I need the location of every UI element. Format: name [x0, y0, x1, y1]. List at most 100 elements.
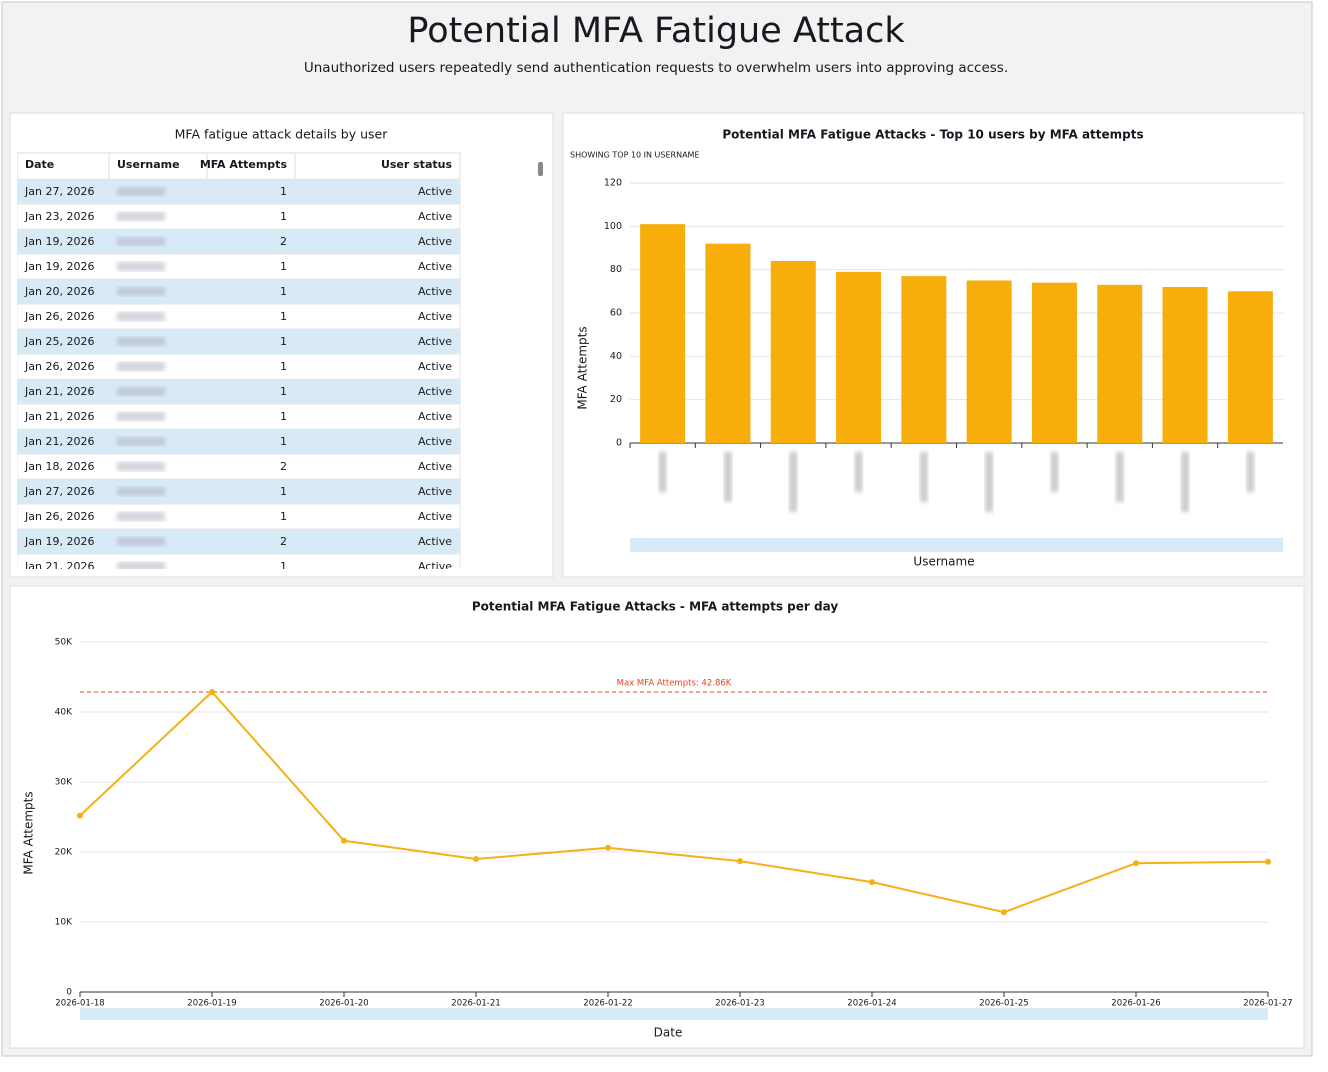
table-row [17, 403, 461, 430]
line-chart: Potential MFA Fatigue Attacks - MFA atte… [22, 600, 1293, 1040]
y-tick-label: 0 [616, 438, 622, 449]
table: Date Username MFA Attempts User status Jan 2… [17, 152, 461, 573]
column-header: Username [117, 158, 180, 171]
y-tick-label: 40K [55, 708, 73, 718]
blurred-cell [117, 187, 165, 196]
table-cell: 1 [280, 335, 287, 348]
blurred-label [658, 452, 667, 492]
table-cell: Active [418, 560, 452, 573]
table-cell: Active [418, 310, 452, 323]
blurred-label [1115, 452, 1124, 502]
blurred-cell [117, 362, 165, 371]
y-tick-label: 40 [610, 351, 622, 362]
point [605, 844, 611, 851]
blurred-label [854, 452, 863, 492]
bar [1162, 287, 1208, 443]
page-title: Potential MFA Fatigue Attack [407, 11, 905, 51]
x-tick-label: 2026-01-18 [55, 999, 104, 1009]
y-tick-label: 20 [610, 394, 622, 405]
column-header: MFA Attempts [200, 158, 288, 171]
point [869, 879, 875, 886]
table-row [17, 378, 461, 405]
reference-label: Max MFA Attempts: 42.86K [617, 678, 732, 688]
blurred-label [723, 452, 732, 502]
blurred-cell [117, 512, 165, 521]
bar [640, 224, 686, 443]
line-scroll[interactable] [80, 1008, 1268, 1020]
table-cell: Active [418, 360, 452, 373]
table-cell: Active [418, 460, 452, 473]
table-cell: 2 [280, 535, 287, 548]
table-cell: Jan 25, 2026 [24, 335, 94, 348]
table-cell: Active [418, 235, 452, 248]
table-cell: Active [418, 210, 452, 223]
bar [770, 261, 816, 443]
table-cell: Jan 20, 2026 [24, 285, 94, 298]
table-cell: Active [418, 535, 452, 548]
blurred-cell [117, 462, 165, 471]
x-tick-label: 2026-01-24 [847, 999, 896, 1009]
table-cell: Jan 21, 2026 [24, 385, 94, 398]
table-cell: Active [418, 260, 452, 273]
blurred-cell [117, 487, 165, 496]
table-cell: Jan 19, 2026 [24, 535, 94, 548]
point [77, 812, 83, 819]
table-cell: 1 [280, 410, 287, 423]
page-subtitle: Unauthorized users repeatedly send authe… [304, 60, 1008, 76]
table-cell: Jan 21, 2026 [24, 560, 94, 573]
blurred-cell [117, 537, 165, 546]
table-header [17, 152, 461, 180]
blurred-cell [117, 387, 165, 396]
y-tick-label: 30K [55, 778, 73, 788]
x-tick-label: 2026-01-25 [979, 999, 1028, 1009]
table-cell: Jan 18, 2026 [24, 460, 94, 473]
table-title: MFA fatigue attack details by user [175, 127, 389, 142]
y-tick-label: 100 [604, 221, 622, 232]
table-cell: Active [418, 485, 452, 498]
y-tick-label: 60 [610, 308, 622, 319]
table-cell: Jan 27, 2026 [24, 485, 94, 498]
y-tick-label: 20K [55, 848, 73, 858]
table-cell: 1 [280, 385, 287, 398]
table-row [17, 453, 461, 480]
blurred-cell [117, 237, 165, 246]
table-scrollbar[interactable] [538, 162, 543, 176]
blurred-label [1181, 452, 1190, 512]
table-cell: 1 [280, 185, 287, 198]
table-cell: 1 [280, 560, 287, 573]
table-row [17, 353, 461, 380]
column-header: User status [381, 158, 453, 171]
blurred-label [919, 452, 928, 502]
table-row [17, 478, 461, 505]
y-tick-label: 120 [604, 178, 622, 189]
x-axis-label: Username [913, 555, 974, 569]
point [1133, 860, 1139, 867]
table-cell: 1 [280, 310, 287, 323]
table-cell: Jan 26, 2026 [24, 360, 94, 373]
blurred-label [985, 452, 994, 512]
table-cell: Active [418, 410, 452, 423]
x-axis-label: Date [654, 1026, 683, 1040]
table-cell: Active [418, 435, 452, 448]
point [737, 858, 743, 865]
table-cell: Active [418, 285, 452, 298]
blurred-cell [117, 437, 165, 446]
bar-chart: Potential MFA Fatigue Attacks - Top 10 u… [570, 128, 1283, 569]
table-cell: Active [418, 185, 452, 198]
table-cell: Active [418, 510, 452, 523]
line-panel [9, 585, 1305, 1049]
y-axis-label: MFA Attempts [22, 791, 36, 874]
table-cell: 1 [280, 260, 287, 273]
blurred-label [1050, 452, 1059, 492]
y-tick-label: 10K [55, 918, 73, 928]
table-row [17, 328, 461, 355]
table-cell: Active [418, 335, 452, 348]
x-tick-label: 2026-01-22 [583, 999, 632, 1009]
table-cell: Jan 19, 2026 [24, 235, 94, 248]
table-cell: 2 [280, 460, 287, 473]
table-cell: 1 [280, 485, 287, 498]
bar-scroll[interactable] [630, 538, 1283, 552]
x-tick-label: 2026-01-19 [187, 999, 236, 1009]
blurred-cell [117, 312, 165, 321]
